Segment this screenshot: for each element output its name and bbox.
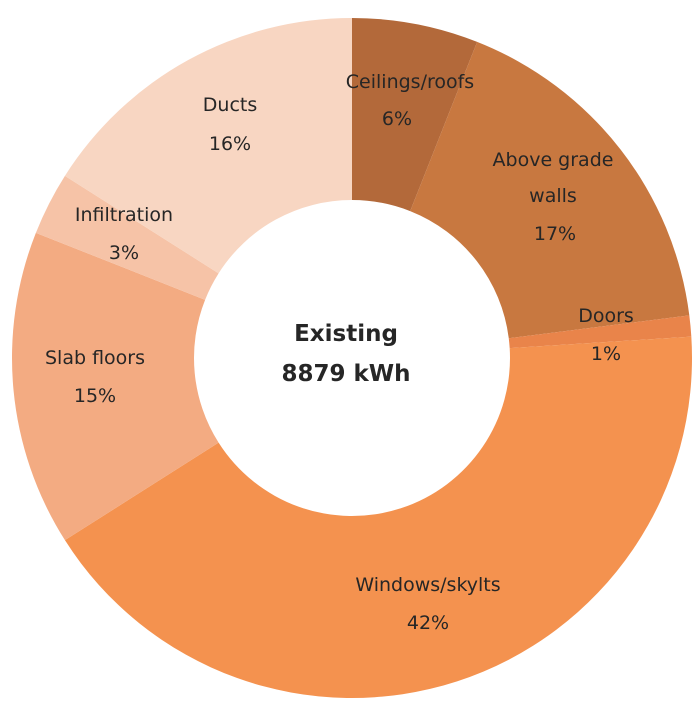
slice-name-label-doors: Doors [578, 305, 634, 327]
slice-ducts [64, 18, 353, 274]
slice-name-label-above-grade-walls: Above grade [493, 149, 614, 171]
slices-layer [11, 18, 692, 699]
slice-infiltration [35, 175, 219, 300]
slice-name-label-above-grade-walls: walls [529, 185, 577, 207]
slice-name-label-ducts: Ducts [203, 94, 257, 116]
slice-value-label-ducts: 16% [209, 133, 251, 155]
slice-name-label-windows-skylts: Windows/skylts [355, 574, 500, 596]
slice-windows-skylts [64, 336, 692, 699]
slice-value-label-doors: 1% [591, 343, 621, 365]
center-label-line1: Existing [294, 321, 398, 347]
slice-above-grade-walls [410, 41, 690, 339]
slice-name-label-ceilings-roofs: Ceilings/roofs [346, 71, 474, 93]
labels-layer: Ceilings/roofs 6% Above grade walls 17% Doors… [45, 71, 634, 634]
slice-value-label-infiltration: 3% [109, 242, 139, 264]
slice-name-label-slab-floors: Slab floors [45, 347, 145, 369]
slice-ceilings-roofs [352, 18, 478, 212]
slice-slab-floors [11, 232, 219, 541]
slice-value-label-above-grade-walls: 17% [534, 223, 576, 245]
slice-value-label-slab-floors: 15% [74, 385, 116, 407]
slice-value-label-windows-skylts: 42% [407, 612, 449, 634]
slice-doors [508, 315, 692, 349]
slice-value-label-ceilings-roofs: 6% [382, 108, 412, 130]
center-label-line2: 8879 kWh [281, 361, 410, 387]
slice-name-label-infiltration: Infiltration [75, 204, 173, 226]
